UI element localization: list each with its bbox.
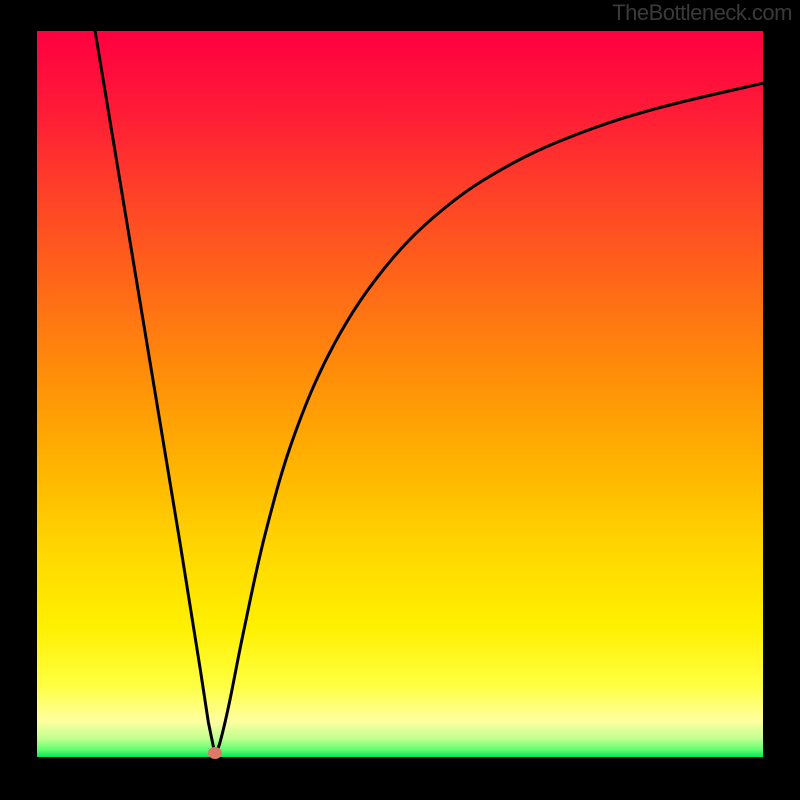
minimum-marker: [208, 747, 222, 759]
bottleneck-curve: [37, 31, 763, 757]
plot-area: [37, 31, 763, 757]
attribution-text: TheBottleneck.com: [612, 0, 792, 26]
chart-container: TheBottleneck.com: [0, 0, 800, 800]
